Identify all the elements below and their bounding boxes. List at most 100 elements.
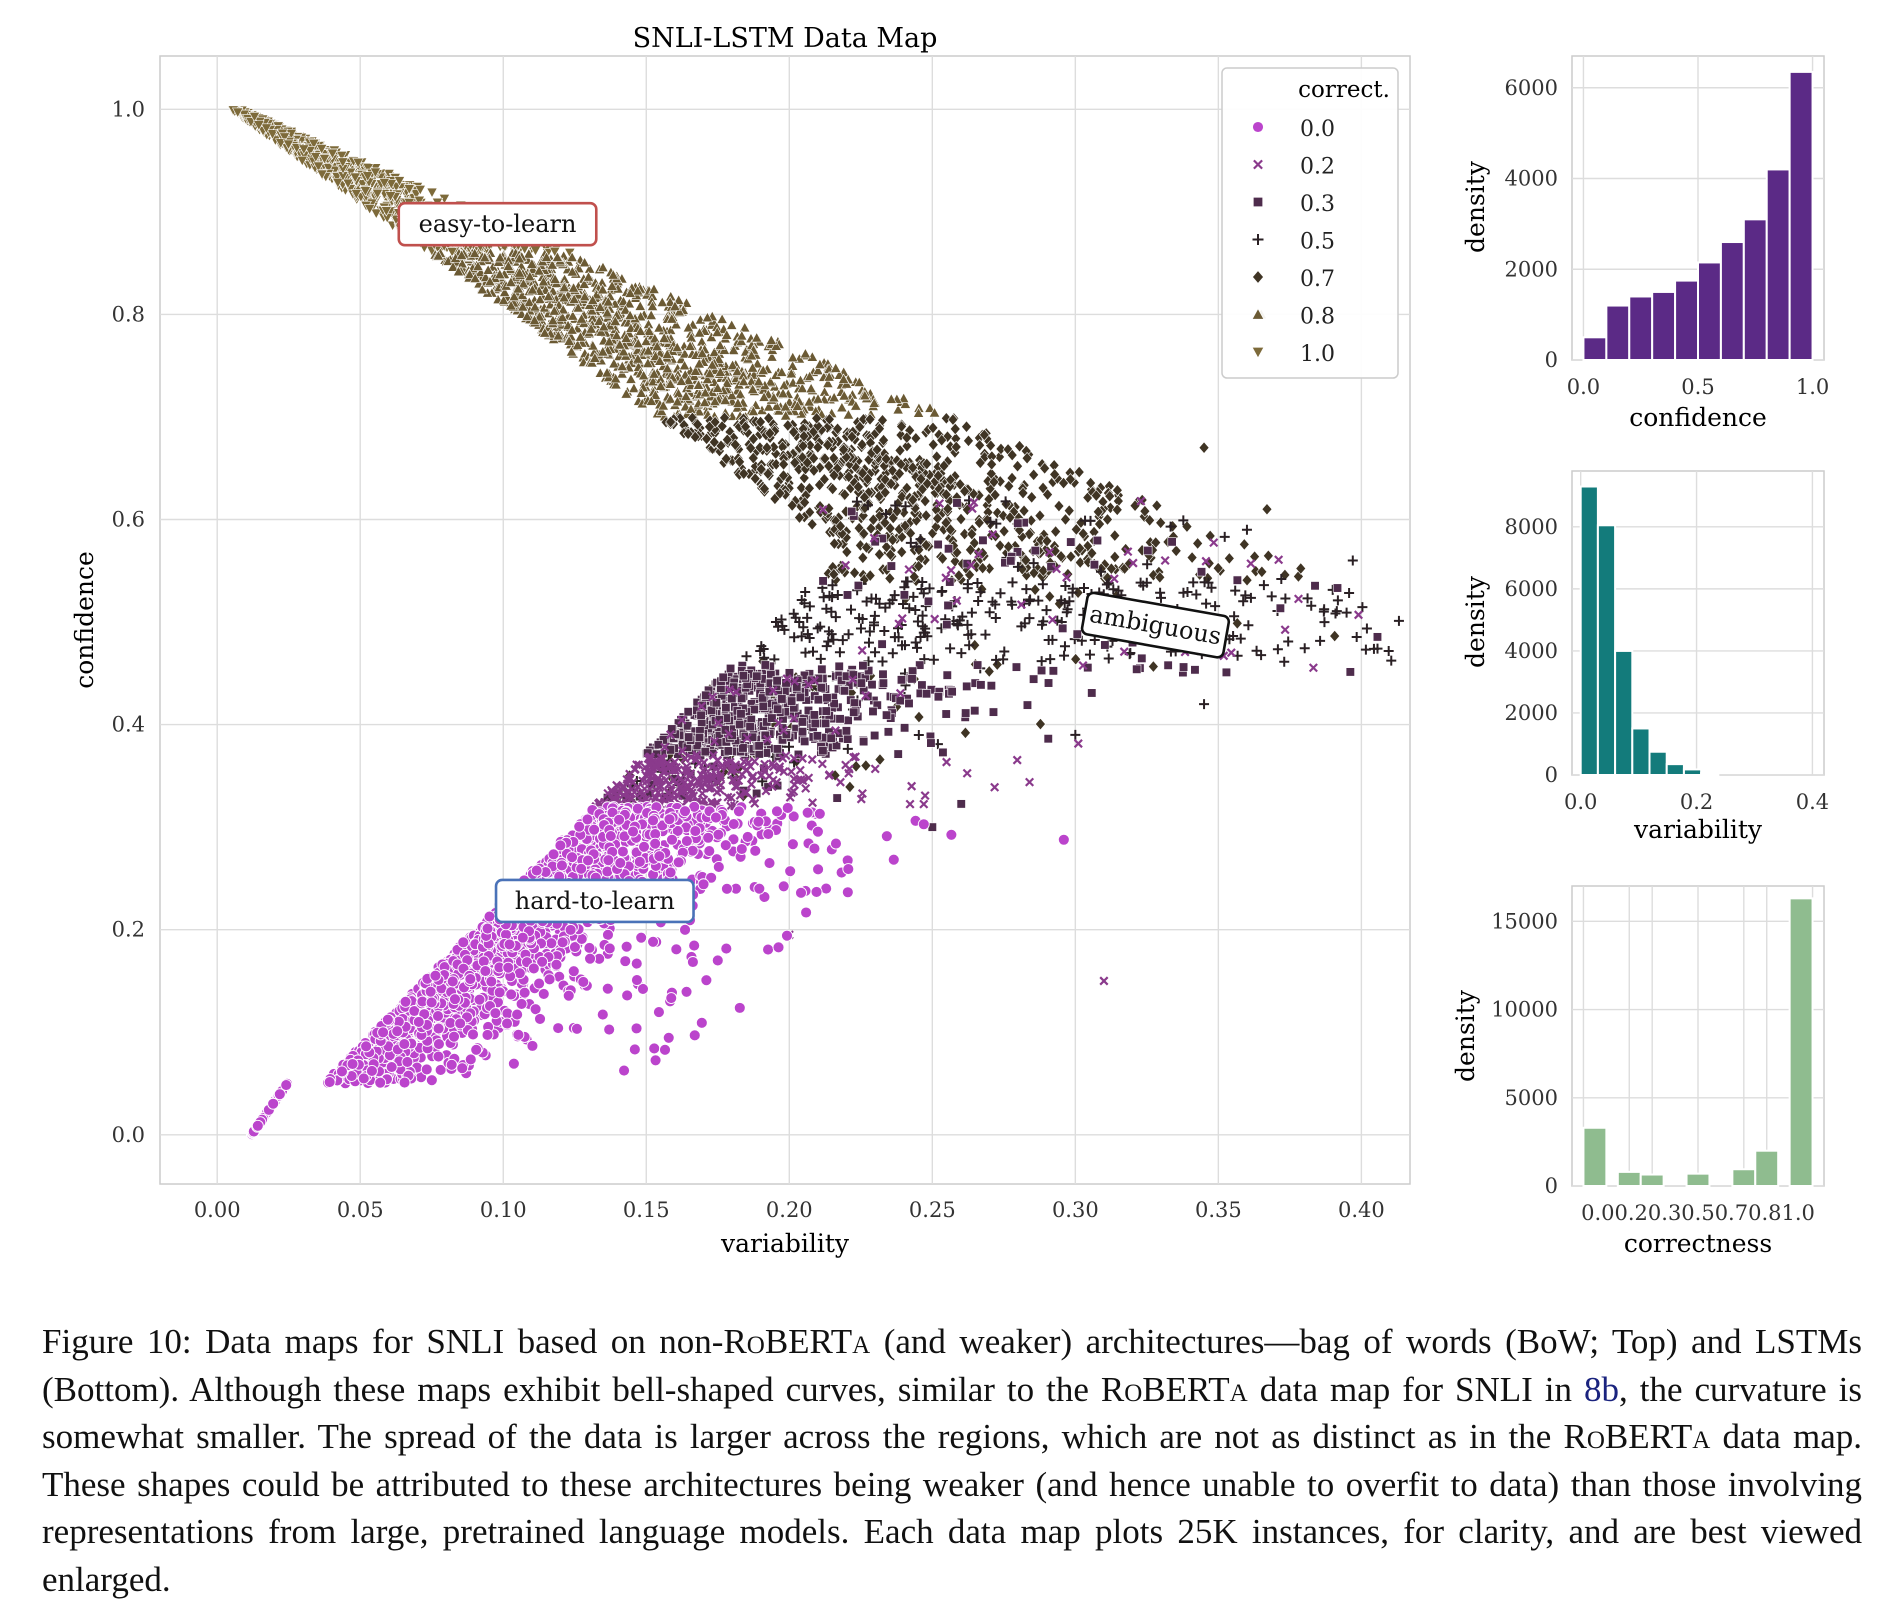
scatter-point	[947, 687, 957, 697]
scatter-point	[784, 865, 797, 878]
scatter-point	[721, 703, 731, 713]
scatter-point	[1022, 700, 1033, 710]
scatter-point	[878, 678, 888, 688]
scatter-point	[813, 695, 823, 705]
scatter-point	[821, 706, 831, 716]
scatter-point	[880, 830, 893, 843]
scatter-point	[973, 660, 983, 670]
scatter-point	[921, 689, 932, 699]
scatter-point	[754, 749, 764, 759]
scatter-point	[917, 680, 927, 690]
scatter-point	[332, 177, 344, 189]
scatter-point	[312, 161, 325, 173]
scatter-point	[767, 713, 777, 723]
scatter-point	[868, 706, 878, 716]
scatter-point	[907, 674, 917, 684]
scatter-point	[1167, 537, 1177, 547]
scatter-point	[896, 675, 907, 685]
scatter-point	[670, 318, 682, 330]
scatter-point	[777, 694, 787, 704]
scatter-point	[826, 733, 836, 743]
scatter-point	[961, 708, 971, 718]
scatter-point	[723, 746, 733, 756]
scatter-point	[818, 746, 828, 756]
scatter-point	[684, 732, 694, 742]
scatter-point	[817, 664, 827, 674]
scatter-point	[834, 661, 844, 671]
scatter-point	[1030, 546, 1040, 556]
scatter-point	[310, 152, 322, 163]
scatter-point	[414, 185, 427, 196]
scatter-point	[812, 731, 822, 741]
scatter-point	[1037, 665, 1047, 676]
scatter-point	[820, 718, 831, 728]
scatter-point	[706, 705, 717, 716]
scatter-point	[1043, 678, 1054, 688]
scatter-point	[841, 726, 851, 736]
scatter-point	[810, 718, 820, 729]
scatter-point	[749, 704, 759, 715]
scatter-point	[1345, 667, 1355, 677]
scatter-point	[335, 151, 348, 162]
scatter-point	[700, 747, 710, 757]
scatter-point	[772, 744, 782, 754]
scatter-point	[962, 681, 972, 691]
scatter-point	[322, 163, 335, 174]
scatter-point	[900, 723, 910, 733]
scatter-point	[867, 680, 877, 690]
scatter-point	[758, 701, 768, 711]
scatter-point	[735, 719, 745, 730]
scatter-point	[942, 670, 952, 680]
scatter-point	[787, 696, 797, 706]
scatter-point	[1072, 629, 1082, 639]
scatter-point	[361, 171, 374, 182]
scatter-point	[899, 590, 909, 600]
scatter-point	[839, 686, 850, 696]
scatter-point	[795, 692, 806, 702]
scatter-point	[832, 793, 842, 803]
scatter-point	[822, 693, 832, 703]
scatter-point	[349, 172, 361, 184]
scatter-point	[893, 749, 903, 759]
scatter-point	[426, 187, 438, 199]
scatter-point	[856, 678, 866, 688]
scatter-point	[231, 107, 244, 119]
scatter-point	[878, 669, 888, 679]
scatter-point	[923, 596, 934, 606]
scatter-point	[986, 681, 996, 691]
scatter-point	[298, 144, 310, 155]
figure: 0.00 0.05 0.10 0.15 0.20 0.25 0.30 0.35 0.40 0.0…	[70, 23, 1829, 1258]
scatter-point	[942, 619, 952, 630]
scatter-point	[883, 727, 893, 737]
scatter-point	[843, 734, 853, 744]
scatter-point	[378, 178, 391, 189]
scatter-point	[727, 693, 737, 704]
scatter-point	[1332, 583, 1343, 593]
scatter-point	[1221, 667, 1231, 677]
scatter-point	[380, 206, 393, 217]
scatter-point	[944, 544, 954, 554]
scatter-point	[371, 188, 384, 200]
scatter-point	[1029, 674, 1039, 684]
scatter-point	[315, 144, 328, 155]
scatter-point	[1143, 546, 1153, 556]
scatter-point	[941, 709, 951, 719]
scatter-point	[726, 663, 736, 674]
scatter-point	[337, 157, 349, 168]
scatter-point	[853, 581, 863, 591]
scatter-point	[945, 828, 958, 841]
scatter-point	[797, 727, 808, 737]
scatter-point	[326, 148, 339, 160]
scatter-point	[882, 710, 892, 720]
scatter-point	[694, 732, 705, 743]
scatter-point	[275, 138, 287, 149]
scatter-point	[369, 167, 382, 179]
scatter-point	[1100, 640, 1110, 650]
scatter-point	[342, 178, 354, 190]
scatter-point	[938, 747, 948, 757]
scatter-point	[625, 373, 637, 384]
scatter-point	[843, 715, 853, 725]
scatter-point	[870, 730, 880, 741]
scatter-point	[1196, 567, 1207, 577]
scatter-point	[933, 539, 943, 550]
